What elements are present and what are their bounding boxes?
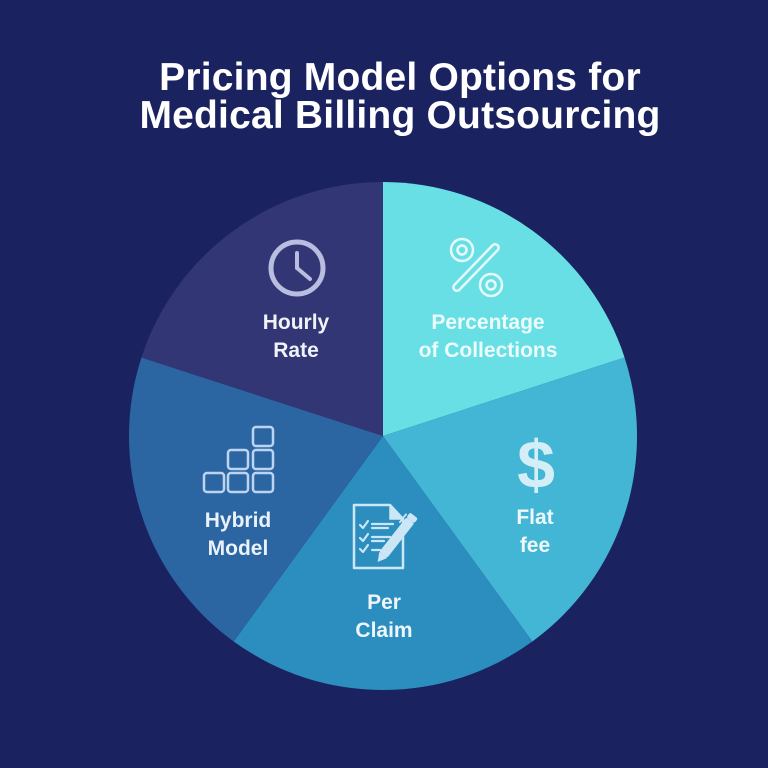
chart-title: Pricing Model Options for Medical Billin… bbox=[16, 56, 768, 137]
document-pen-icon bbox=[352, 503, 418, 570]
label-line: Percentage bbox=[431, 311, 545, 334]
pie-slice-percentage-of-collections bbox=[383, 182, 625, 436]
label-line: Hourly bbox=[262, 311, 330, 334]
label-line: fee bbox=[519, 534, 551, 557]
pie-slice-hourly-rate bbox=[141, 182, 383, 436]
stacked-blocks-icon bbox=[202, 425, 275, 494]
label-line: of Collections bbox=[418, 339, 558, 362]
slice-label-hybrid-model: Hybrid Model bbox=[128, 507, 348, 563]
pie-slice-flat-fee bbox=[383, 357, 638, 642]
slice-label-per-claim: Per Claim bbox=[274, 589, 494, 645]
pie-slice-per-claim bbox=[233, 436, 533, 691]
label-line: Flat bbox=[516, 506, 554, 529]
dollar-icon: $ bbox=[517, 427, 555, 503]
label-line: Hybrid bbox=[204, 509, 272, 532]
title-line-2: Medical Billing Outsourcing bbox=[139, 94, 661, 137]
percent-icon bbox=[449, 237, 504, 298]
clock-icon bbox=[268, 239, 326, 297]
label-line: Model bbox=[207, 537, 269, 560]
label-line: Claim bbox=[355, 619, 413, 642]
pie-slice-hybrid-model bbox=[128, 357, 383, 642]
title-line-1: Pricing Model Options for bbox=[159, 56, 641, 99]
label-line: Per bbox=[367, 591, 401, 614]
slice-label-hourly-rate: Hourly Rate bbox=[186, 309, 406, 365]
pie-slices bbox=[128, 182, 638, 691]
label-line: Rate bbox=[273, 339, 319, 362]
slice-label-percentage-of-collections: Percentage of Collections bbox=[378, 309, 598, 365]
slice-label-flat-fee: Flat fee bbox=[425, 504, 645, 560]
